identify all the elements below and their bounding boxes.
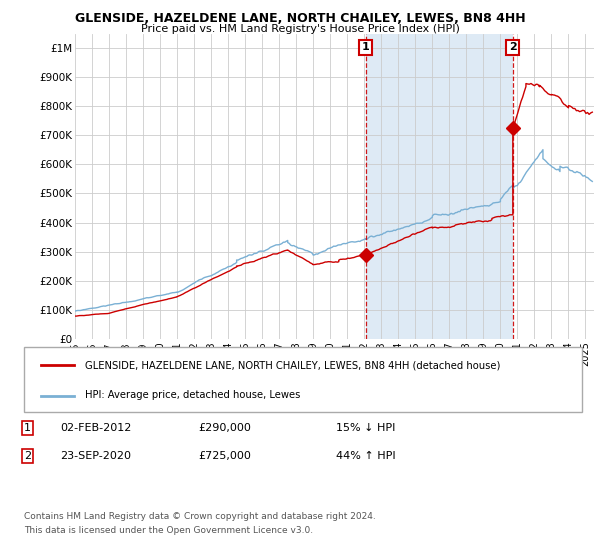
Text: GLENSIDE, HAZELDENE LANE, NORTH CHAILEY, LEWES, BN8 4HH (detached house): GLENSIDE, HAZELDENE LANE, NORTH CHAILEY,… — [85, 360, 501, 370]
Text: Contains HM Land Registry data © Crown copyright and database right 2024.: Contains HM Land Registry data © Crown c… — [24, 512, 376, 521]
Text: £290,000: £290,000 — [198, 423, 251, 433]
Text: 1: 1 — [362, 43, 370, 52]
Text: 44% ↑ HPI: 44% ↑ HPI — [336, 451, 395, 461]
Text: 1: 1 — [24, 423, 31, 433]
Bar — [366, 34, 513, 339]
Text: 2: 2 — [509, 43, 517, 52]
Text: 15% ↓ HPI: 15% ↓ HPI — [336, 423, 395, 433]
Text: Price paid vs. HM Land Registry's House Price Index (HPI): Price paid vs. HM Land Registry's House … — [140, 24, 460, 34]
Text: 23-SEP-2020: 23-SEP-2020 — [60, 451, 131, 461]
FancyBboxPatch shape — [24, 347, 582, 412]
Text: GLENSIDE, HAZELDENE LANE, NORTH CHAILEY, LEWES, BN8 4HH: GLENSIDE, HAZELDENE LANE, NORTH CHAILEY,… — [74, 12, 526, 25]
Text: 2: 2 — [24, 451, 31, 461]
Text: This data is licensed under the Open Government Licence v3.0.: This data is licensed under the Open Gov… — [24, 526, 313, 535]
Text: £725,000: £725,000 — [198, 451, 251, 461]
Text: 02-FEB-2012: 02-FEB-2012 — [60, 423, 131, 433]
Text: HPI: Average price, detached house, Lewes: HPI: Average price, detached house, Lewe… — [85, 390, 301, 400]
